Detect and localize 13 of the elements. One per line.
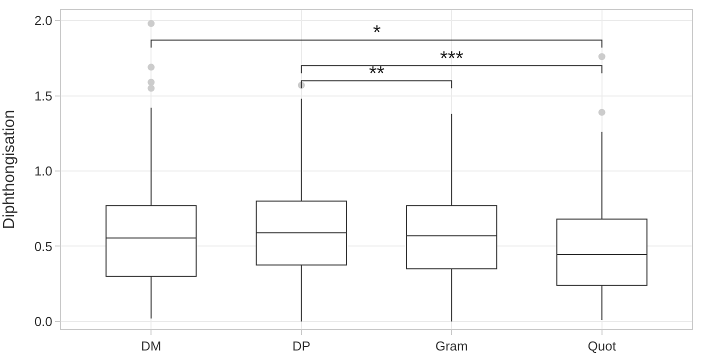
x-tick-label: DM: [141, 338, 162, 354]
y-tick-label: 1.5: [34, 88, 52, 104]
y-axis-title: Diphthongisation: [1, 110, 18, 230]
annotation: *: [373, 22, 381, 44]
x-tick-label: Gram: [435, 338, 468, 354]
y-tick-label: 0.0: [34, 314, 52, 330]
x-tick-label: DP: [292, 338, 310, 354]
x-tick-label: Quot: [588, 338, 616, 354]
annotation: **: [369, 63, 385, 85]
y-tick-label: 1.0: [34, 164, 52, 179]
y-tick-label: 0.5: [34, 238, 52, 254]
annotation: ***: [440, 48, 464, 70]
y-tick-label: 2.0: [34, 13, 52, 28]
